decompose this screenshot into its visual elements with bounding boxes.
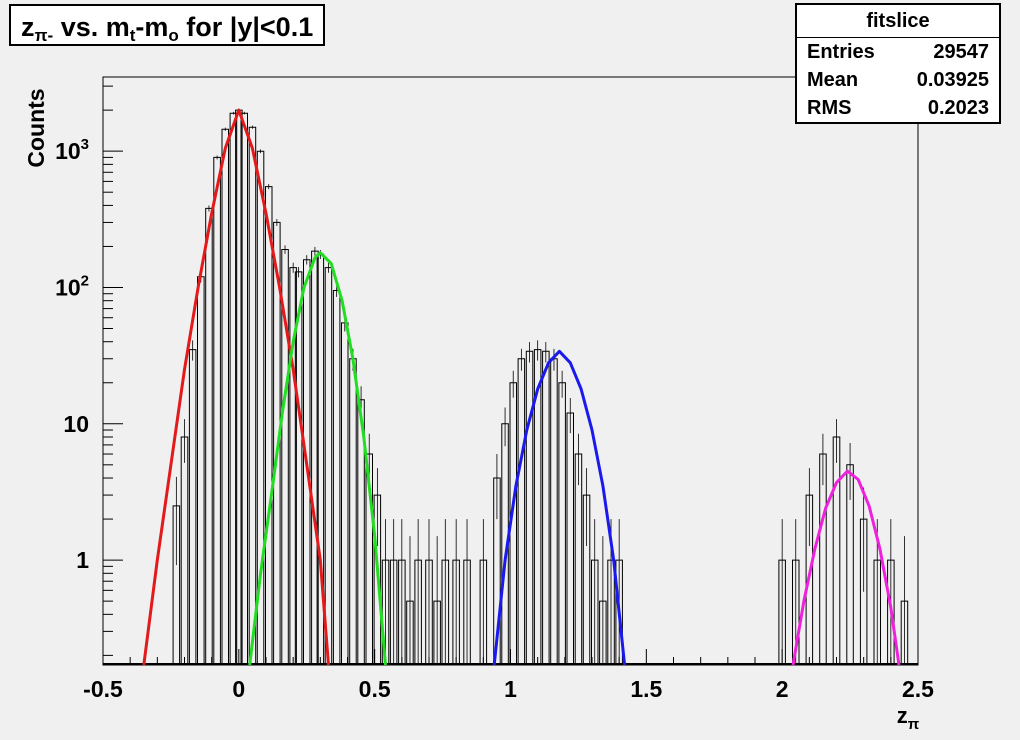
y-tick-label: 1: [76, 547, 89, 573]
stats-row-mean: Mean 0.03925: [797, 66, 999, 94]
stats-label: Mean: [807, 69, 859, 91]
fit-curve-3: [492, 349, 627, 666]
title-text-minus-m: -m: [135, 12, 169, 42]
plot-title: zπ- vs. mt-mo for |y|<0.1: [9, 4, 326, 46]
stats-name: fitslice: [797, 5, 999, 38]
y-tick-label: 10: [63, 411, 89, 437]
title-text-z: z: [21, 12, 35, 42]
axes-layer: -0.5 0 0.5 1 1.5 2 2.5 1 10 102 103 zπ Counts: [23, 85, 934, 733]
stats-value: 0.03925: [916, 69, 989, 91]
x-tick-label: -0.5: [83, 676, 123, 702]
fit-curve-4: [791, 469, 901, 666]
fit-curves-layer: [142, 108, 901, 666]
stats-label: RMS: [807, 97, 852, 119]
title-text-y-cut: for |y|<0.1: [178, 12, 314, 42]
stats-label: Entries: [807, 41, 875, 63]
title-sub-o: o: [168, 26, 179, 45]
fit-curve-2: [248, 251, 387, 666]
x-axis-title: zπ: [897, 703, 920, 733]
fit-curve-1: [142, 108, 330, 666]
x-tick-label: 0: [232, 676, 245, 702]
y-tick-label: 103: [55, 136, 89, 164]
stats-value: 0.2023: [927, 97, 989, 119]
stats-row-rms: RMS 0.2023: [797, 94, 999, 122]
title-sub-pi: π-: [34, 26, 54, 45]
stats-box: fitslice Entries 29547 Mean 0.03925 RMS …: [795, 3, 1001, 124]
y-axis-title: Counts: [23, 88, 49, 167]
stats-value: 29547: [933, 41, 989, 63]
x-tick-label: 1.5: [630, 676, 662, 702]
x-tick-label: 2: [776, 676, 789, 702]
x-tick-label: 1: [504, 676, 517, 702]
title-sub-t: t: [129, 26, 136, 45]
title-text-vs: vs. m: [53, 12, 130, 42]
x-tick-label: 2.5: [902, 676, 934, 702]
y-tick-label: 102: [55, 272, 89, 300]
x-tick-label: 0.5: [359, 676, 391, 702]
stats-row-entries: Entries 29547: [797, 38, 999, 66]
